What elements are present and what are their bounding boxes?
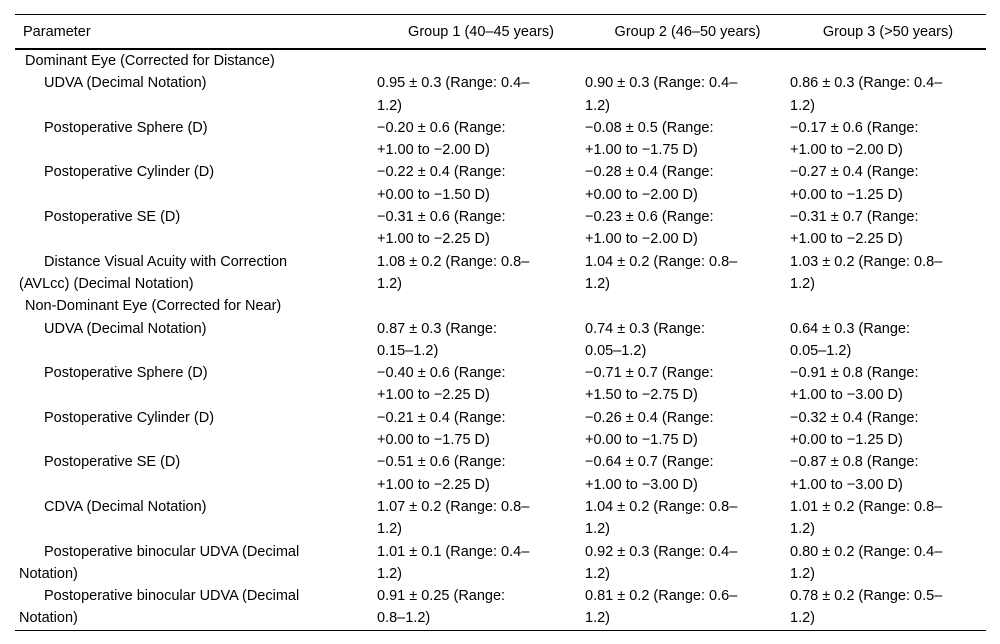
- section-row: Dominant Eye (Corrected for Distance): [15, 49, 986, 72]
- table-cell: [377, 49, 585, 72]
- table-cell: [790, 49, 986, 72]
- param-label: Postoperative Cylinder (D): [44, 164, 215, 181]
- param-label: UDVA (Decimal Notation): [44, 75, 207, 92]
- param-label: Postoperative Cylinder (D): [44, 409, 215, 426]
- table-cell: −0.91 ± 0.8 (Range: +1.00 to −3.00 D): [790, 365, 919, 404]
- header-row: Parameter Group 1 (40–45 years) Group 2 …: [15, 14, 986, 50]
- table-row: Postoperative binocular UDVA (Decimal No…: [15, 541, 986, 586]
- table-cell: −0.40 ± 0.6 (Range: +1.00 to −2.25 D): [377, 365, 506, 404]
- param-label: Postoperative Sphere (D): [44, 365, 208, 382]
- table-cell: 1.04 ± 0.2 (Range: 0.8– 1.2): [585, 498, 738, 538]
- param-label: Postoperative binocular UDVA (Decimal No…: [19, 543, 300, 582]
- column-header-parameter: Parameter: [15, 14, 377, 50]
- table-cell: −0.27 ± 0.4 (Range: +0.00 to −1.25 D): [790, 164, 919, 203]
- table-cell: −0.71 ± 0.7 (Range: +1.50 to −2.75 D): [585, 365, 714, 404]
- section-label: Non-Dominant Eye (Corrected for Near): [25, 298, 282, 315]
- table-row: UDVA (Decimal Notation) 0.87 ± 0.3 (Rang…: [15, 318, 986, 363]
- table-row: CDVA (Decimal Notation) 1.07 ± 0.2 (Rang…: [15, 496, 986, 541]
- table-cell: 1.01 ± 0.1 (Range: 0.4– 1.2): [377, 543, 530, 582]
- table-row: Distance Visual Acuity with Correction (…: [15, 251, 986, 296]
- table-cell: 0.81 ± 0.2 (Range: 0.6– 1.2): [585, 585, 790, 631]
- table-cell: 1.01 ± 0.2 (Range: 0.8– 1.2): [790, 498, 943, 538]
- outcomes-table-container: Parameter Group 1 (40–45 years) Group 2 …: [15, 14, 986, 631]
- column-header-group2: Group 2 (46–50 years): [585, 14, 790, 50]
- table-cell: 0.87 ± 0.3 (Range: 0.15–1.2): [377, 320, 498, 359]
- table-cell: 0.80 ± 0.2 (Range: 0.4– 1.2): [790, 543, 943, 582]
- table-cell: 0.92 ± 0.3 (Range: 0.4– 1.2): [585, 543, 738, 582]
- table-cell: 1.04 ± 0.2 (Range: 0.8– 1.2): [585, 253, 738, 292]
- table-cell: −0.23 ± 0.6 (Range: +1.00 to −2.00 D): [585, 209, 714, 248]
- table-cell: −0.21 ± 0.4 (Range: +0.00 to −1.75 D): [377, 409, 506, 449]
- table-cell: 0.64 ± 0.3 (Range: 0.05–1.2): [790, 320, 911, 359]
- table-cell: [585, 295, 790, 317]
- param-label: Postoperative SE (D): [44, 209, 181, 226]
- table-cell: 0.91 ± 0.25 (Range: 0.8–1.2): [377, 585, 585, 631]
- param-label: UDVA (Decimal Notation): [44, 320, 207, 337]
- table-cell: 0.74 ± 0.3 (Range: 0.05–1.2): [585, 320, 706, 359]
- table-cell: 0.90 ± 0.3 (Range: 0.4– 1.2): [585, 75, 738, 114]
- table-cell: −0.08 ± 0.5 (Range: +1.00 to −1.75 D): [585, 119, 714, 159]
- outcomes-by-age-group-table: Parameter Group 1 (40–45 years) Group 2 …: [15, 14, 986, 631]
- table-cell: 1.03 ± 0.2 (Range: 0.8– 1.2): [790, 253, 943, 292]
- table-cell: −0.87 ± 0.8 (Range: +1.00 to −3.00 D): [790, 454, 919, 493]
- table-body: Dominant Eye (Corrected for Distance) UD…: [15, 49, 986, 631]
- param-label: CDVA (Decimal Notation): [44, 498, 207, 515]
- table-cell: 1.08 ± 0.2 (Range: 0.8– 1.2): [377, 253, 530, 292]
- table-cell: −0.20 ± 0.6 (Range: +1.00 to −2.00 D): [377, 119, 506, 159]
- table-row: Postoperative Sphere (D) −0.20 ± 0.6 (Ra…: [15, 117, 986, 162]
- table-cell: −0.17 ± 0.6 (Range: +1.00 to −2.00 D): [790, 119, 919, 159]
- table-cell: 0.78 ± 0.2 (Range: 0.5– 1.2): [790, 585, 986, 631]
- table-row: Postoperative binocular UDVA (Decimal No…: [15, 585, 986, 631]
- table-row: Postoperative Sphere (D) −0.40 ± 0.6 (Ra…: [15, 362, 986, 407]
- column-header-group1: Group 1 (40–45 years): [377, 14, 585, 50]
- table-row: Postoperative Cylinder (D) −0.21 ± 0.4 (…: [15, 407, 986, 452]
- param-label: Postoperative binocular UDVA (Decimal No…: [15, 585, 377, 631]
- table-row: Postoperative Cylinder (D) −0.22 ± 0.4 (…: [15, 161, 986, 206]
- param-label: Postoperative Sphere (D): [44, 119, 208, 136]
- table-cell: 0.86 ± 0.3 (Range: 0.4– 1.2): [790, 75, 943, 114]
- table-cell: −0.31 ± 0.7 (Range: +1.00 to −2.25 D): [790, 209, 919, 248]
- table-cell: [585, 49, 790, 72]
- table-cell: −0.31 ± 0.6 (Range: +1.00 to −2.25 D): [377, 209, 506, 248]
- table-cell: −0.22 ± 0.4 (Range: +0.00 to −1.50 D): [377, 164, 506, 203]
- param-label: Distance Visual Acuity with Correction (…: [19, 253, 288, 292]
- table-cell: −0.32 ± 0.4 (Range: +0.00 to −1.25 D): [790, 409, 919, 449]
- table-header: Parameter Group 1 (40–45 years) Group 2 …: [15, 14, 986, 50]
- param-label: Postoperative SE (D): [44, 454, 181, 471]
- section-row: Non-Dominant Eye (Corrected for Near): [15, 295, 986, 317]
- table-cell: 1.07 ± 0.2 (Range: 0.8– 1.2): [377, 498, 530, 538]
- table-row: Postoperative SE (D) −0.31 ± 0.6 (Range:…: [15, 206, 986, 251]
- table-cell: −0.51 ± 0.6 (Range: +1.00 to −2.25 D): [377, 454, 506, 493]
- section-label: Dominant Eye (Corrected for Distance): [25, 53, 275, 69]
- table-row: Postoperative SE (D) −0.51 ± 0.6 (Range:…: [15, 451, 986, 496]
- table-cell: −0.26 ± 0.4 (Range: +0.00 to −1.75 D): [585, 409, 714, 449]
- table-cell: [377, 295, 585, 317]
- table-cell: [790, 295, 986, 317]
- column-header-group3: Group 3 (>50 years): [790, 14, 986, 50]
- table-cell: 0.95 ± 0.3 (Range: 0.4– 1.2): [377, 75, 530, 114]
- table-cell: −0.64 ± 0.7 (Range: +1.00 to −3.00 D): [585, 454, 714, 493]
- table-cell: −0.28 ± 0.4 (Range: +0.00 to −2.00 D): [585, 164, 714, 203]
- table-row: UDVA (Decimal Notation) 0.95 ± 0.3 (Rang…: [15, 72, 986, 117]
